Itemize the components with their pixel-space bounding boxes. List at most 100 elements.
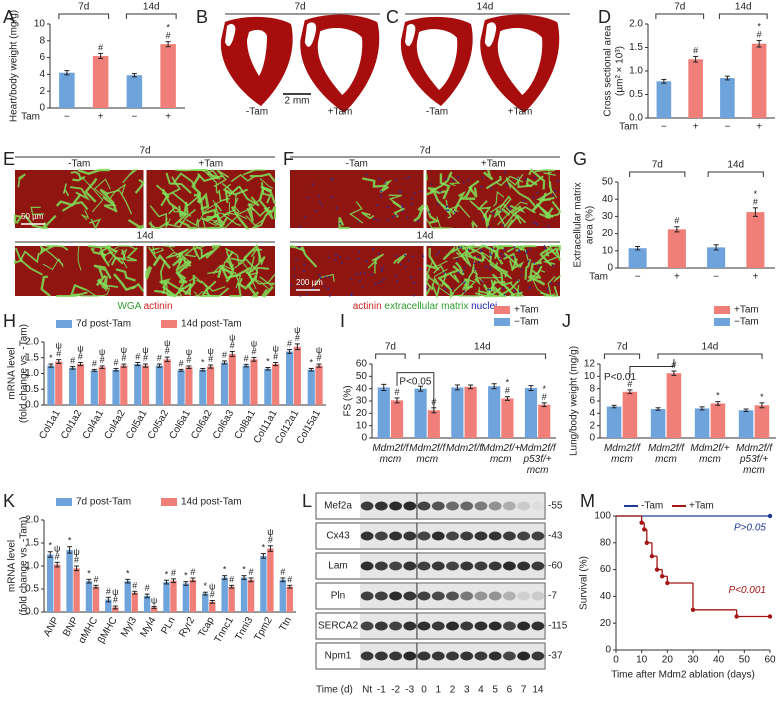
blot-band <box>488 651 502 661</box>
y-tick-label: 0.5 <box>629 89 643 100</box>
error-bar <box>48 363 54 368</box>
nucleus <box>477 255 480 258</box>
fiber <box>14 259 23 264</box>
fiber <box>77 168 110 176</box>
error-bar <box>202 591 208 596</box>
bar <box>746 212 765 268</box>
x-tick-label: Mdm2f/f <box>446 443 483 454</box>
fiber <box>480 244 504 265</box>
fiber <box>426 247 440 271</box>
x-tick-label: Mdm2f/f mcm <box>604 443 641 465</box>
micrograph-texture <box>299 173 425 230</box>
point <box>639 520 644 525</box>
significance-mark: # <box>222 350 227 360</box>
significance-mark: * <box>242 565 246 575</box>
nucleus <box>311 183 314 186</box>
bar <box>47 365 55 405</box>
blot-band <box>503 501 516 511</box>
nucleus <box>446 205 449 208</box>
fiber <box>188 276 203 284</box>
panel-label: E <box>3 149 15 169</box>
fiber <box>206 168 221 180</box>
legend-label: -Tam <box>641 501 663 512</box>
significance-mark: ψ # <box>142 345 148 363</box>
fiber <box>254 273 276 285</box>
blot-band <box>360 591 374 601</box>
blot-band <box>517 621 531 631</box>
fiber <box>110 249 127 266</box>
fiber <box>475 290 494 297</box>
bar <box>240 577 248 612</box>
fiber <box>300 246 318 268</box>
x-tick-label: Mdm2f/f mcm <box>648 443 685 465</box>
nucleus <box>491 247 494 250</box>
nucleus <box>366 260 368 263</box>
fiber <box>117 245 137 250</box>
fiber <box>464 244 476 257</box>
error-bar <box>265 367 271 371</box>
x-tick-label: 30 <box>687 655 699 666</box>
y-tick-label: 1.5 <box>25 538 39 549</box>
fiber <box>175 256 192 272</box>
fiber <box>430 282 440 299</box>
lane-label: 0 <box>421 685 427 696</box>
significance-mark: # <box>395 387 400 397</box>
nucleus <box>295 258 298 260</box>
nucleus <box>358 250 360 253</box>
blot-band <box>460 561 474 571</box>
fiber <box>131 282 144 293</box>
nucleus <box>376 218 379 221</box>
fiber <box>493 207 511 219</box>
bar <box>185 367 193 405</box>
nucleus <box>401 204 403 207</box>
significance-mark: # <box>693 46 698 56</box>
fiber <box>453 278 476 296</box>
error-bar <box>164 579 170 585</box>
blot-band <box>446 591 459 601</box>
x-tick-label: − <box>713 272 719 283</box>
fiber <box>436 216 452 229</box>
legend-swatch <box>714 318 730 326</box>
significance-mark: # <box>98 43 103 53</box>
fiber <box>56 291 88 297</box>
group-label: 7d <box>78 2 89 13</box>
lane-label: 3 <box>464 685 470 696</box>
significance-mark: * <box>68 536 72 546</box>
bar <box>228 353 236 405</box>
blot-band <box>431 651 445 661</box>
group-label: 7d <box>385 342 396 353</box>
nucleus <box>445 209 448 212</box>
blot-band <box>474 651 488 661</box>
size-label: -37 <box>548 651 563 662</box>
y-tick-label: 0.5 <box>25 584 39 595</box>
fiber <box>226 196 263 216</box>
heart-cavity <box>225 24 236 47</box>
x-row-label: Tam <box>619 122 638 133</box>
significance-mark: * <box>49 353 53 363</box>
fiber <box>88 218 102 230</box>
stain-label: extracellular matrix <box>384 301 468 312</box>
significance-mark: ψ # <box>272 344 278 362</box>
stain-label: actinin <box>144 301 173 312</box>
fiber <box>206 216 229 230</box>
nucleus <box>482 218 485 221</box>
fiber <box>492 190 505 207</box>
nucleus <box>451 287 453 290</box>
bar <box>134 364 142 405</box>
x-tick-label: BNP <box>61 615 81 639</box>
legend-swatch <box>161 320 177 328</box>
nucleus <box>412 255 414 258</box>
fiber <box>535 203 554 218</box>
nucleus <box>526 250 528 253</box>
fiber <box>205 244 222 259</box>
error-bar <box>229 350 235 357</box>
bar <box>112 369 120 405</box>
error-bar <box>661 78 667 84</box>
nucleus <box>327 287 330 290</box>
fiber <box>30 206 45 216</box>
nucleus <box>517 177 520 180</box>
blot-band <box>531 621 545 631</box>
bar <box>163 359 171 405</box>
fiber <box>510 283 525 297</box>
column-label: +Tam <box>481 159 506 170</box>
